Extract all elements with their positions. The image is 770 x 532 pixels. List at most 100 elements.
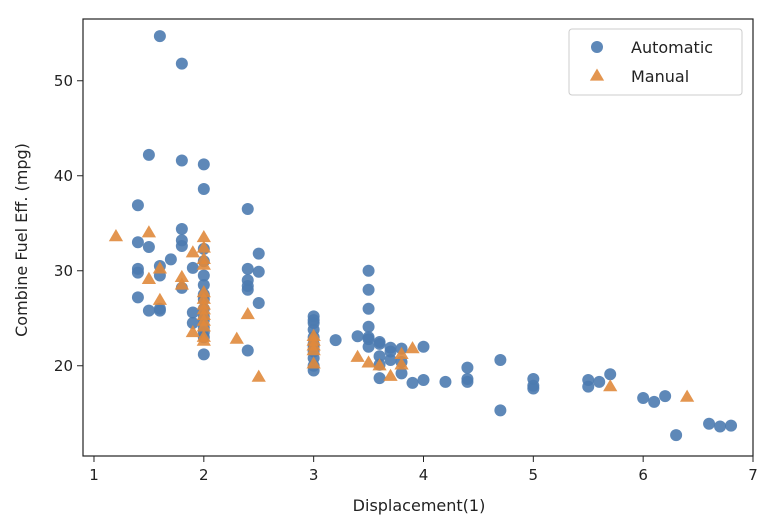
- manual-point: [185, 325, 200, 338]
- automatic-point: [197, 158, 210, 171]
- y-tick-label: 40: [54, 167, 73, 185]
- legend-manual-marker: [589, 68, 605, 81]
- axes: 1 2 3 4 5 6 7 20 30 40 50: [54, 18, 758, 484]
- automatic-point: [131, 199, 144, 212]
- automatic-point: [252, 297, 265, 310]
- automatic-point: [241, 283, 254, 296]
- series-manual: [108, 225, 695, 402]
- automatic-point: [142, 148, 155, 161]
- automatic-point: [131, 236, 144, 249]
- automatic-point: [362, 283, 375, 296]
- manual-point: [152, 261, 168, 274]
- automatic-point: [527, 382, 540, 395]
- automatic-point: [417, 340, 430, 353]
- manual-point: [196, 285, 211, 298]
- automatic-point: [362, 320, 375, 333]
- automatic-point: [648, 395, 661, 408]
- manual-point: [185, 245, 200, 258]
- automatic-point: [197, 279, 210, 291]
- automatic-point: [197, 269, 210, 282]
- automatic-point: [186, 261, 199, 274]
- plot-frame: [82, 18, 754, 457]
- automatic-point: [362, 340, 375, 353]
- manual-point: [141, 225, 157, 238]
- automatic-point: [406, 376, 419, 389]
- automatic-point: [659, 390, 672, 403]
- automatic-point: [131, 266, 144, 279]
- y-tick-label: 20: [54, 357, 73, 375]
- automatic-point: [439, 375, 452, 388]
- automatic-point: [670, 429, 683, 442]
- manual-point: [196, 240, 211, 253]
- automatic-point: [494, 404, 507, 417]
- automatic-point: [725, 419, 738, 432]
- manual-point: [251, 369, 266, 382]
- legend-automatic-label: Automatic: [631, 38, 713, 57]
- x-tick-label: 2: [199, 466, 209, 484]
- automatic-point: [362, 302, 375, 315]
- automatic-point: [252, 265, 265, 278]
- automatic-point: [604, 368, 617, 381]
- automatic-point: [582, 380, 595, 393]
- automatic-point: [373, 372, 386, 385]
- x-tick-label: 4: [419, 466, 429, 484]
- automatic-point: [637, 392, 650, 405]
- automatic-point: [593, 375, 606, 388]
- automatic-point: [461, 361, 474, 374]
- y-tick-label: 30: [54, 262, 73, 280]
- automatic-point: [241, 203, 254, 215]
- manual-point: [240, 306, 255, 320]
- manual-point: [174, 277, 189, 290]
- automatic-point: [494, 354, 507, 367]
- automatic-point: [175, 240, 188, 253]
- manual-point: [196, 230, 211, 243]
- legend-manual-label: Manual: [631, 67, 689, 86]
- x-tick-label: 6: [638, 466, 648, 484]
- manual-point: [372, 358, 387, 371]
- manual-point: [141, 271, 157, 284]
- automatic-point: [197, 348, 210, 361]
- manual-point: [405, 341, 420, 354]
- manual-point: [306, 356, 321, 369]
- automatic-point: [175, 154, 188, 167]
- automatic-point: [241, 262, 254, 275]
- manual-point: [306, 343, 321, 356]
- automatic-point: [351, 330, 364, 343]
- x-tick-label: 5: [529, 466, 539, 484]
- y-tick-label: 50: [54, 72, 73, 90]
- y-axis-label: Combine Fuel Eff. (mpg): [12, 143, 31, 337]
- automatic-point: [362, 264, 375, 277]
- manual-point: [108, 229, 124, 242]
- automatic-point: [153, 304, 166, 317]
- automatic-point: [307, 314, 320, 327]
- x-tick-label: 7: [748, 466, 758, 484]
- automatic-point: [197, 183, 210, 196]
- manual-point: [679, 389, 695, 402]
- data-points: [108, 30, 738, 442]
- x-tick-label: 3: [309, 466, 319, 484]
- automatic-point: [329, 334, 342, 347]
- automatic-point: [384, 354, 397, 367]
- automatic-point: [142, 241, 155, 253]
- legend: Automatic Manual: [568, 28, 743, 96]
- manual-point: [196, 319, 211, 332]
- legend-box: [568, 28, 743, 96]
- automatic-point: [164, 253, 177, 266]
- automatic-point: [417, 374, 430, 386]
- automatic-point: [461, 375, 474, 388]
- manual-point: [383, 368, 398, 381]
- manual-point: [229, 331, 244, 344]
- automatic-point: [142, 304, 155, 317]
- manual-point: [361, 355, 376, 368]
- x-axis-label: Displacement(1): [353, 496, 486, 515]
- automatic-point: [241, 344, 254, 357]
- manual-point: [603, 379, 618, 392]
- automatic-point: [186, 306, 199, 319]
- automatic-point: [362, 331, 375, 344]
- automatic-point: [395, 367, 408, 380]
- automatic-point: [153, 30, 166, 43]
- manual-point: [152, 292, 168, 305]
- manual-point: [394, 357, 409, 370]
